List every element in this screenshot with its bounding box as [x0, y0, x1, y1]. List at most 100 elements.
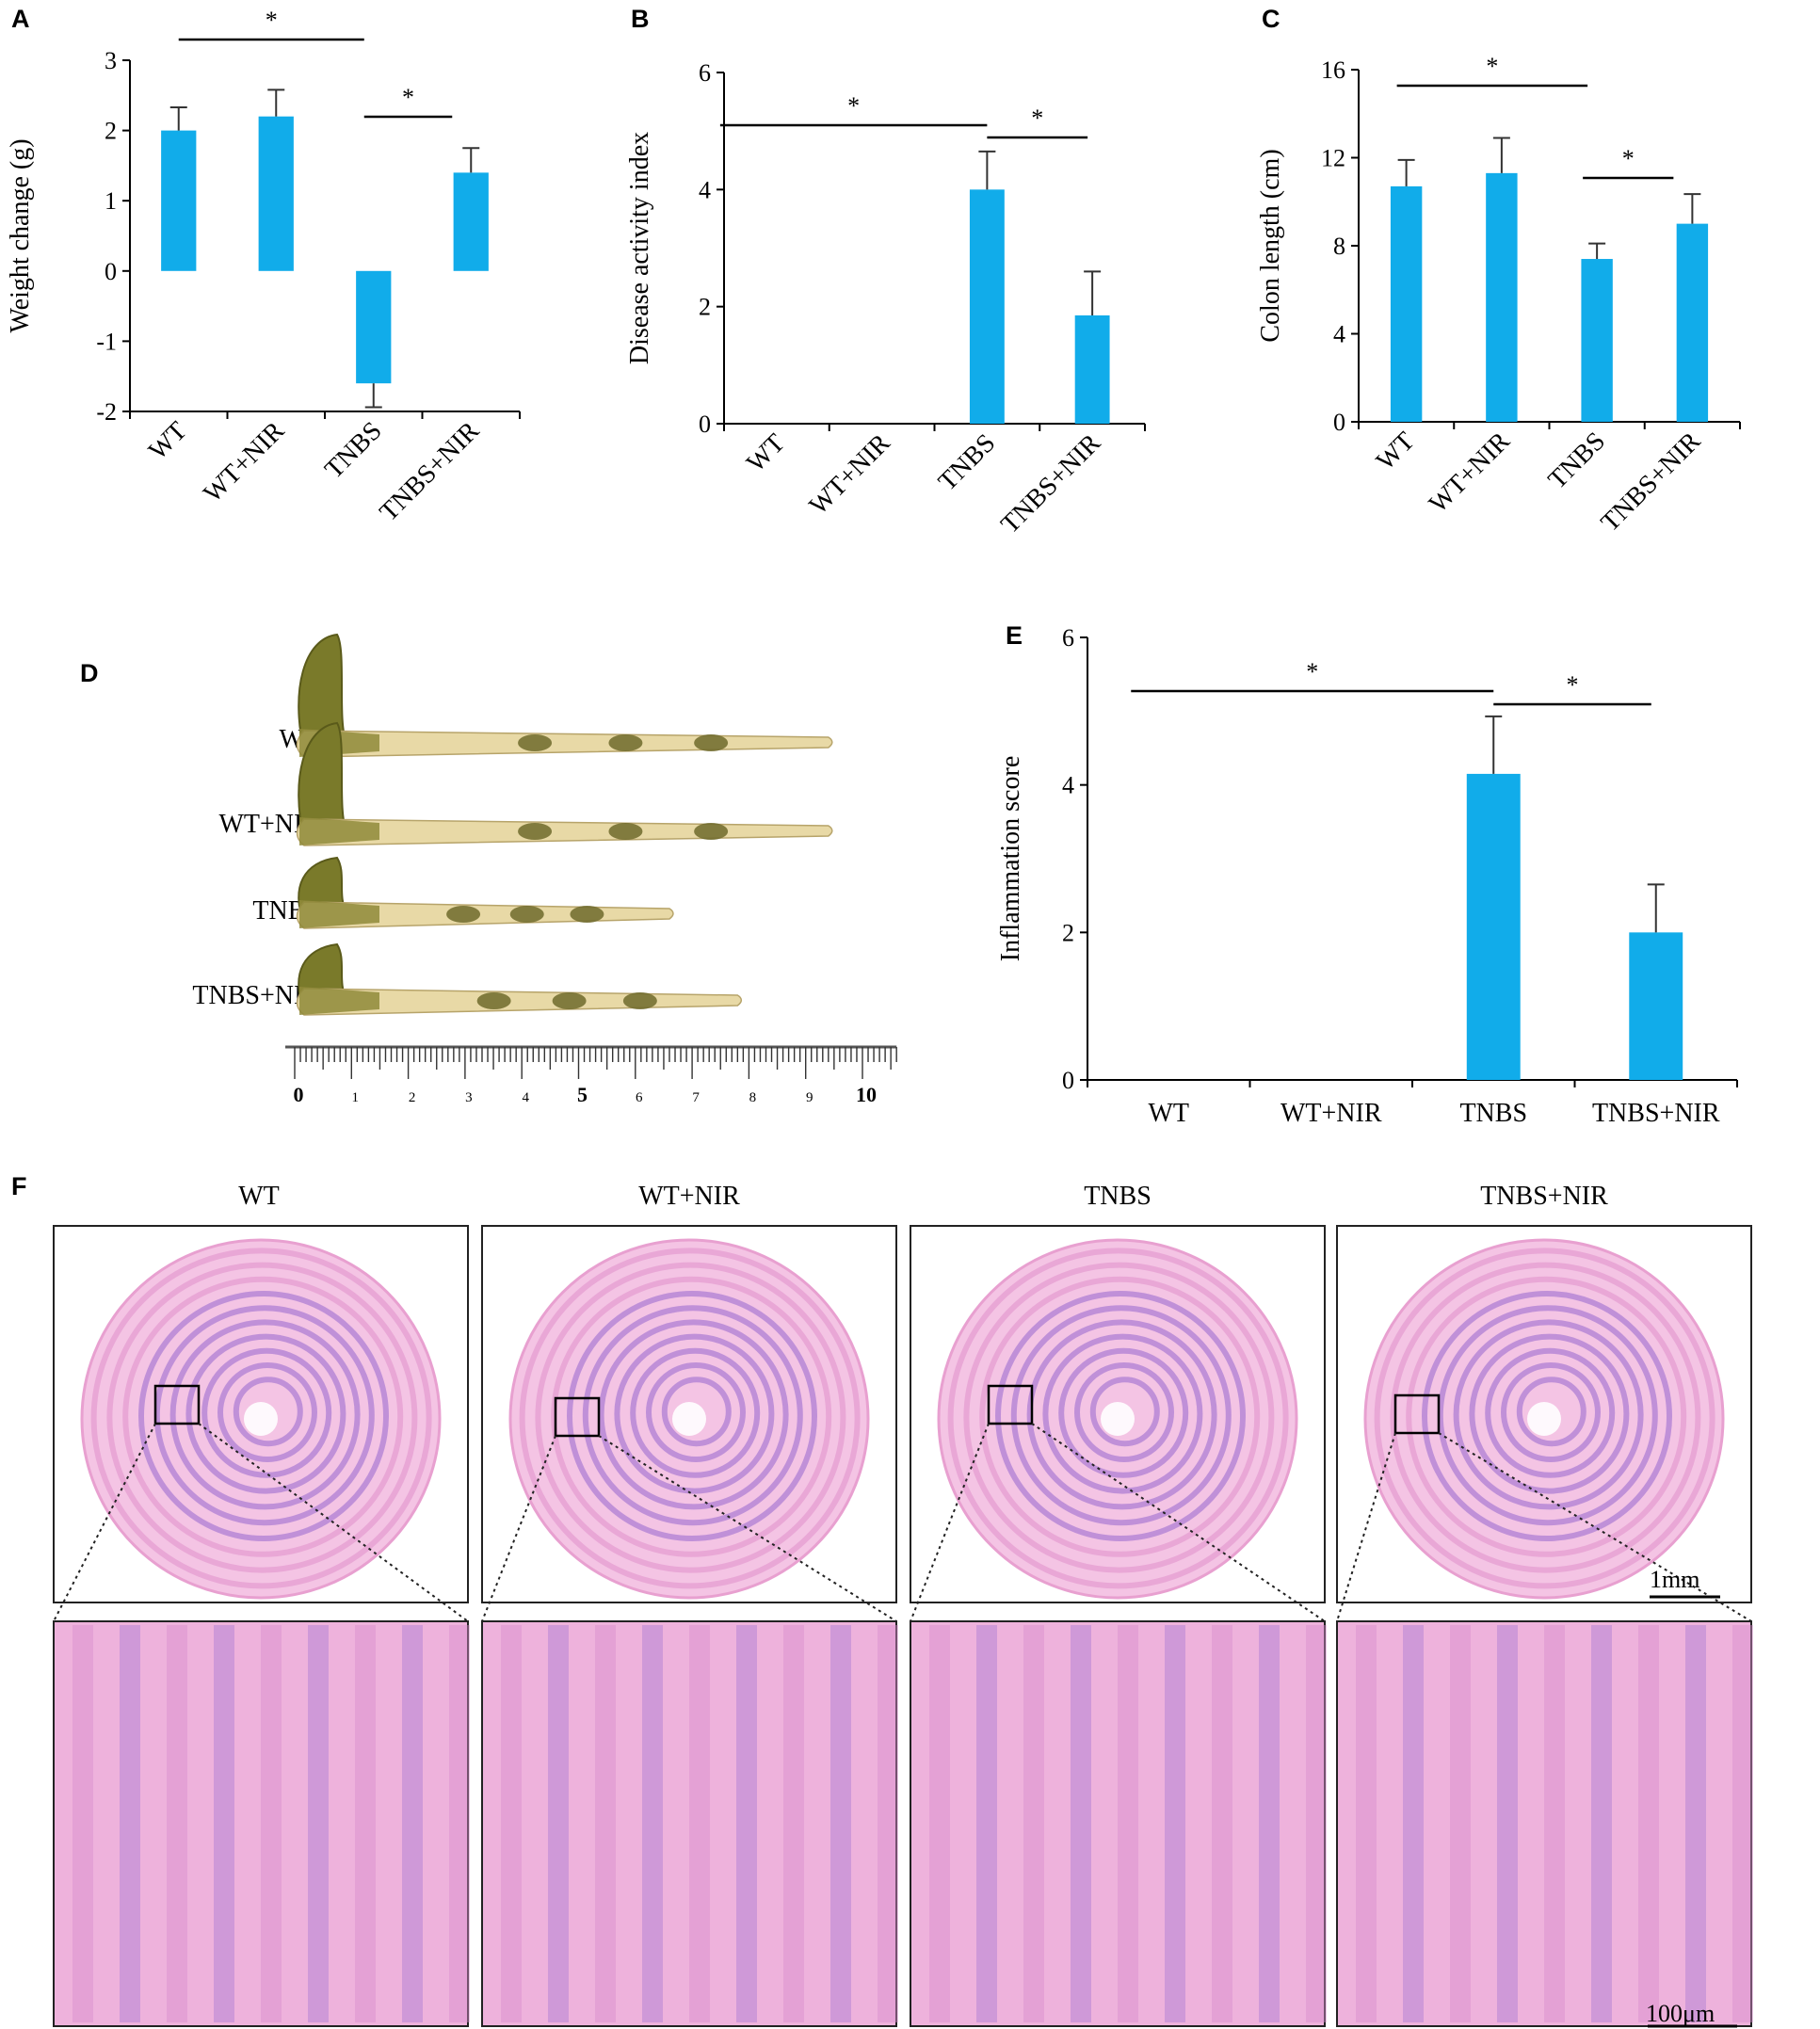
- y-tick-label: 16: [1321, 56, 1345, 84]
- x-tick-label: WT: [1371, 427, 1421, 476]
- y-tick-label: 0: [1333, 409, 1345, 436]
- y-tick-label: 2: [1062, 919, 1074, 946]
- histology-panel: WT WT+NIR TNBS TNBS+NIR 1mm 100μm: [0, 1167, 1820, 2029]
- significance-star: *: [402, 84, 414, 111]
- zoom-line: [53, 1423, 156, 1622]
- x-tick-label: TNBS: [933, 428, 1002, 497]
- x-tick-label: TNBS: [1543, 427, 1612, 495]
- zoom-box: [153, 1384, 201, 1425]
- significance-star: *: [1486, 53, 1498, 80]
- colon-specimens: 0 1 2 3 4 5 6 7 8 9 10: [285, 633, 897, 1106]
- zoom-box: [1393, 1393, 1441, 1435]
- x-tick-label: TNBS: [1459, 1099, 1527, 1128]
- y-tick-label: 2: [105, 118, 117, 145]
- y-tick-label: 1: [105, 187, 117, 215]
- panel-letter-a: A: [11, 5, 30, 33]
- y-tick-label: 6: [1062, 624, 1074, 652]
- ruler-number: 9: [806, 1090, 813, 1105]
- x-tick-label: WT: [741, 428, 791, 478]
- zoom-line: [1438, 1432, 1752, 1622]
- bar: [453, 172, 489, 271]
- bar: [1676, 223, 1709, 422]
- y-axis-label: Inflammation score: [998, 756, 1025, 961]
- zoom-line: [198, 1423, 469, 1622]
- x-tick-label: WT: [143, 416, 193, 466]
- y-tick-label: 4: [1062, 772, 1074, 799]
- ruler-number: 0: [294, 1083, 304, 1106]
- bar: [1486, 172, 1518, 423]
- y-axis-label: Colon length (cm): [1256, 149, 1285, 342]
- histology-col-wt: WT: [238, 1182, 280, 1211]
- colon-specimen: [296, 721, 833, 846]
- x-tick-label: WT+NIR: [804, 428, 896, 521]
- ruler-number: 3: [465, 1090, 473, 1105]
- significance-star: *: [1567, 671, 1579, 699]
- y-tick-label: 0: [105, 258, 117, 285]
- significance-star: *: [1622, 145, 1635, 172]
- ruler-number: 10: [856, 1083, 877, 1106]
- significance-star: *: [847, 92, 860, 120]
- histology-overview: [1336, 1225, 1752, 1603]
- bar: [969, 189, 1005, 424]
- x-tick-label: TNBS+NIR: [995, 428, 1106, 539]
- histology-zoom: [910, 1620, 1327, 2027]
- ruler-number: 6: [636, 1090, 643, 1105]
- y-tick-label: 8: [1333, 233, 1345, 260]
- histology-zoom: [1336, 1620, 1753, 2027]
- x-tick-label: TNBS+NIR: [1596, 427, 1707, 538]
- bar: [1390, 185, 1423, 422]
- bar: [1629, 932, 1683, 1080]
- ruler-number: 1: [352, 1090, 360, 1105]
- y-axis-label: Disease activity index: [625, 132, 654, 364]
- x-tick-label: WT: [1148, 1099, 1189, 1128]
- panel-letter-c: C: [1262, 5, 1280, 33]
- panel-letter-b: B: [631, 5, 650, 33]
- zoom-line: [910, 1423, 990, 1622]
- y-axis-label: Weight change (g): [6, 138, 35, 332]
- zoom-box: [987, 1384, 1034, 1425]
- histology-images: [53, 1225, 1753, 2028]
- significance-star: *: [1306, 658, 1318, 685]
- y-tick-label: 2: [699, 294, 711, 321]
- x-tick-label: WT+NIR: [198, 416, 290, 508]
- scale-label-1mm: 1mm: [1650, 1566, 1700, 1593]
- colon-specimen: [296, 856, 674, 929]
- colon-specimen: [296, 633, 833, 758]
- bar: [356, 270, 392, 384]
- x-tick-label: WT+NIR: [1424, 427, 1516, 519]
- x-tick-label: TNBS+NIR: [1592, 1099, 1720, 1128]
- ruler-number: 7: [692, 1090, 700, 1105]
- y-tick-label: 0: [699, 411, 711, 438]
- zoom-box: [554, 1396, 601, 1438]
- y-tick-label: -2: [96, 398, 117, 426]
- zoom-line: [481, 1435, 556, 1622]
- histology-col-wt-nir: WT+NIR: [638, 1182, 740, 1211]
- y-tick-label: 0: [1062, 1067, 1074, 1094]
- y-tick-label: 3: [105, 47, 117, 74]
- x-tick-label: WT+NIR: [1280, 1099, 1382, 1128]
- ruler-number: 8: [749, 1090, 757, 1105]
- ruler-number: 5: [577, 1083, 588, 1106]
- y-tick-label: 4: [1333, 321, 1345, 348]
- x-tick-label: TNBS+NIR: [374, 416, 485, 527]
- panel-letter-f: F: [11, 1172, 27, 1200]
- histology-col-tnbs-nir: TNBS+NIR: [1480, 1182, 1608, 1211]
- significance-star: *: [1031, 105, 1043, 132]
- bar: [1074, 314, 1110, 424]
- scale-label-100um: 100μm: [1646, 2000, 1715, 2027]
- histology-col-tnbs: TNBS: [1084, 1182, 1152, 1211]
- chart-e-inflammation-score: 0 2 4 6 WT WT+NIR TNBS TNBS+NIR Inflammation sco…: [998, 624, 1738, 1128]
- colon-specimen: [296, 942, 743, 1016]
- ruler-number: 2: [409, 1090, 416, 1105]
- ruler: [285, 1045, 897, 1079]
- y-tick-label: 4: [699, 176, 711, 203]
- y-tick-label: 12: [1321, 145, 1345, 172]
- histology-overview: [481, 1225, 897, 1603]
- bar: [1581, 259, 1613, 422]
- histology-overview: [53, 1225, 469, 1603]
- panel-letter-d: D: [80, 659, 99, 687]
- ruler-number: 4: [522, 1090, 529, 1105]
- bar: [161, 130, 197, 271]
